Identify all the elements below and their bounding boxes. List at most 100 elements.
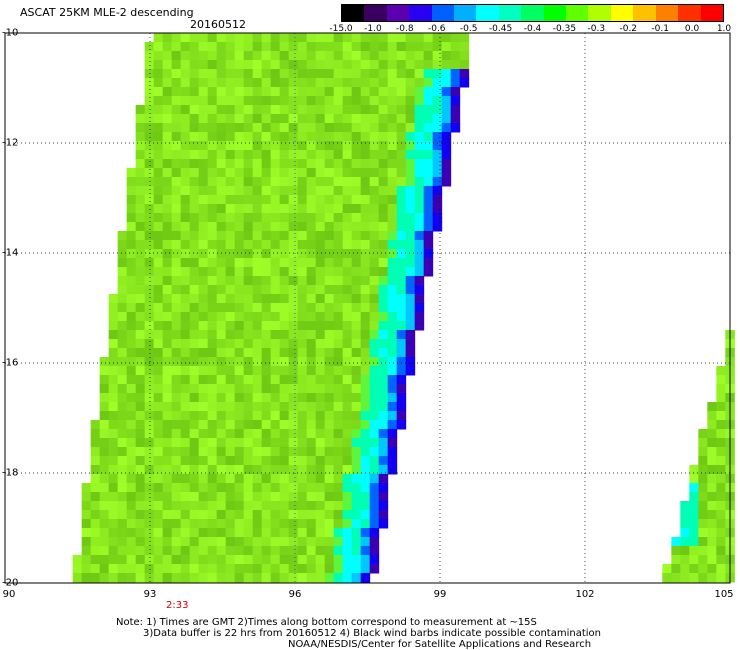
- swath-cell: [243, 114, 254, 124]
- swath-cell: [279, 330, 290, 340]
- swath-cell: [261, 186, 272, 196]
- swath-cell: [153, 150, 164, 160]
- swath-cell: [135, 276, 146, 286]
- swath-cell: [162, 384, 173, 394]
- swath-cell: [342, 276, 353, 286]
- swath-cell: [369, 123, 380, 133]
- swath-cell: [360, 492, 371, 502]
- swath-cell: [270, 393, 281, 403]
- swath-cell: [288, 357, 299, 367]
- swath-cell: [378, 96, 389, 106]
- swath-cell: [315, 132, 326, 142]
- swath-cell: [342, 51, 353, 61]
- swath-cell: [234, 195, 245, 205]
- swath-cell: [117, 474, 128, 484]
- swath-cell: [680, 546, 690, 556]
- swath-cell: [189, 420, 200, 430]
- swath-cell: [90, 420, 101, 430]
- swath-cell: [117, 519, 128, 529]
- swath-cell: [216, 159, 227, 169]
- swath-cell: [405, 42, 416, 52]
- swath-cell: [396, 204, 407, 214]
- swath-cell: [189, 123, 200, 133]
- swath-cell: [117, 339, 128, 349]
- swath-cell: [360, 357, 371, 367]
- swath-cell: [252, 249, 263, 259]
- swath-cell: [315, 366, 326, 376]
- swath-cell: [225, 456, 236, 466]
- swath-cell: [698, 474, 708, 484]
- swath-cell: [707, 492, 717, 502]
- swath-cell: [279, 132, 290, 142]
- swath-cell: [135, 501, 146, 511]
- swath-cell: [432, 213, 443, 223]
- swath-cell: [243, 213, 254, 223]
- swath-cell: [369, 141, 380, 151]
- swath-cell: [333, 528, 344, 538]
- swath-cell: [369, 222, 380, 232]
- swath-cell: [423, 51, 434, 61]
- swath-cell: [234, 240, 245, 250]
- swath-cell: [234, 348, 245, 358]
- swath-cell: [108, 402, 119, 412]
- swath-cell: [405, 132, 416, 142]
- swath-cell: [270, 384, 281, 394]
- colorbar-tick-label: 0.0: [684, 24, 700, 34]
- swath-cell: [144, 78, 155, 88]
- swath-cell: [351, 33, 362, 43]
- swath-cell: [171, 159, 182, 169]
- swath-cell: [270, 42, 281, 52]
- swath-cell: [108, 537, 119, 547]
- swath-cell: [117, 411, 128, 421]
- swath-cell: [360, 204, 371, 214]
- swath-cell: [162, 87, 173, 97]
- swath-cell: [225, 519, 236, 529]
- swath-cell: [189, 267, 200, 277]
- swath-cell: [153, 123, 164, 133]
- swath-cell: [315, 51, 326, 61]
- swath-cell: [387, 204, 398, 214]
- swath-cell: [279, 267, 290, 277]
- swath-cell: [189, 204, 200, 214]
- swath-cell: [234, 33, 245, 43]
- swath-cell: [180, 231, 191, 241]
- swath-cell: [126, 267, 137, 277]
- swath-cell: [198, 231, 209, 241]
- swath-cell: [333, 294, 344, 304]
- swath-cell: [180, 123, 191, 133]
- swath-cell: [306, 222, 317, 232]
- swath-cell: [279, 456, 290, 466]
- swath-cell: [351, 573, 362, 583]
- swath-cell: [117, 564, 128, 574]
- swath-cell: [288, 375, 299, 385]
- swath-cell: [405, 87, 416, 97]
- swath-cell: [252, 195, 263, 205]
- colorbar-segment: [521, 5, 544, 21]
- swath-cell: [162, 177, 173, 187]
- swath-cell: [270, 330, 281, 340]
- swath-cell: [360, 546, 371, 556]
- swath-cell: [387, 141, 398, 151]
- swath-cell: [243, 429, 254, 439]
- swath-cell: [288, 249, 299, 259]
- swath-cell: [207, 105, 218, 115]
- swath-cell: [369, 339, 380, 349]
- swath-cell: [396, 411, 407, 421]
- swath-cell: [189, 78, 200, 88]
- swath-cell: [180, 555, 191, 565]
- swath-cell: [234, 474, 245, 484]
- swath-cell: [707, 420, 717, 430]
- swath-cell: [324, 285, 335, 295]
- swath-cell: [279, 312, 290, 322]
- swath-cell: [423, 186, 434, 196]
- swath-cell: [351, 348, 362, 358]
- swath-cell: [270, 87, 281, 97]
- swath-cell: [378, 60, 389, 70]
- swath-cell: [144, 105, 155, 115]
- swath-cell: [135, 132, 146, 142]
- swath-cell: [288, 60, 299, 70]
- swath-cell: [414, 141, 425, 151]
- swath-cell: [270, 357, 281, 367]
- swath-cell: [198, 222, 209, 232]
- swath-cell: [351, 447, 362, 457]
